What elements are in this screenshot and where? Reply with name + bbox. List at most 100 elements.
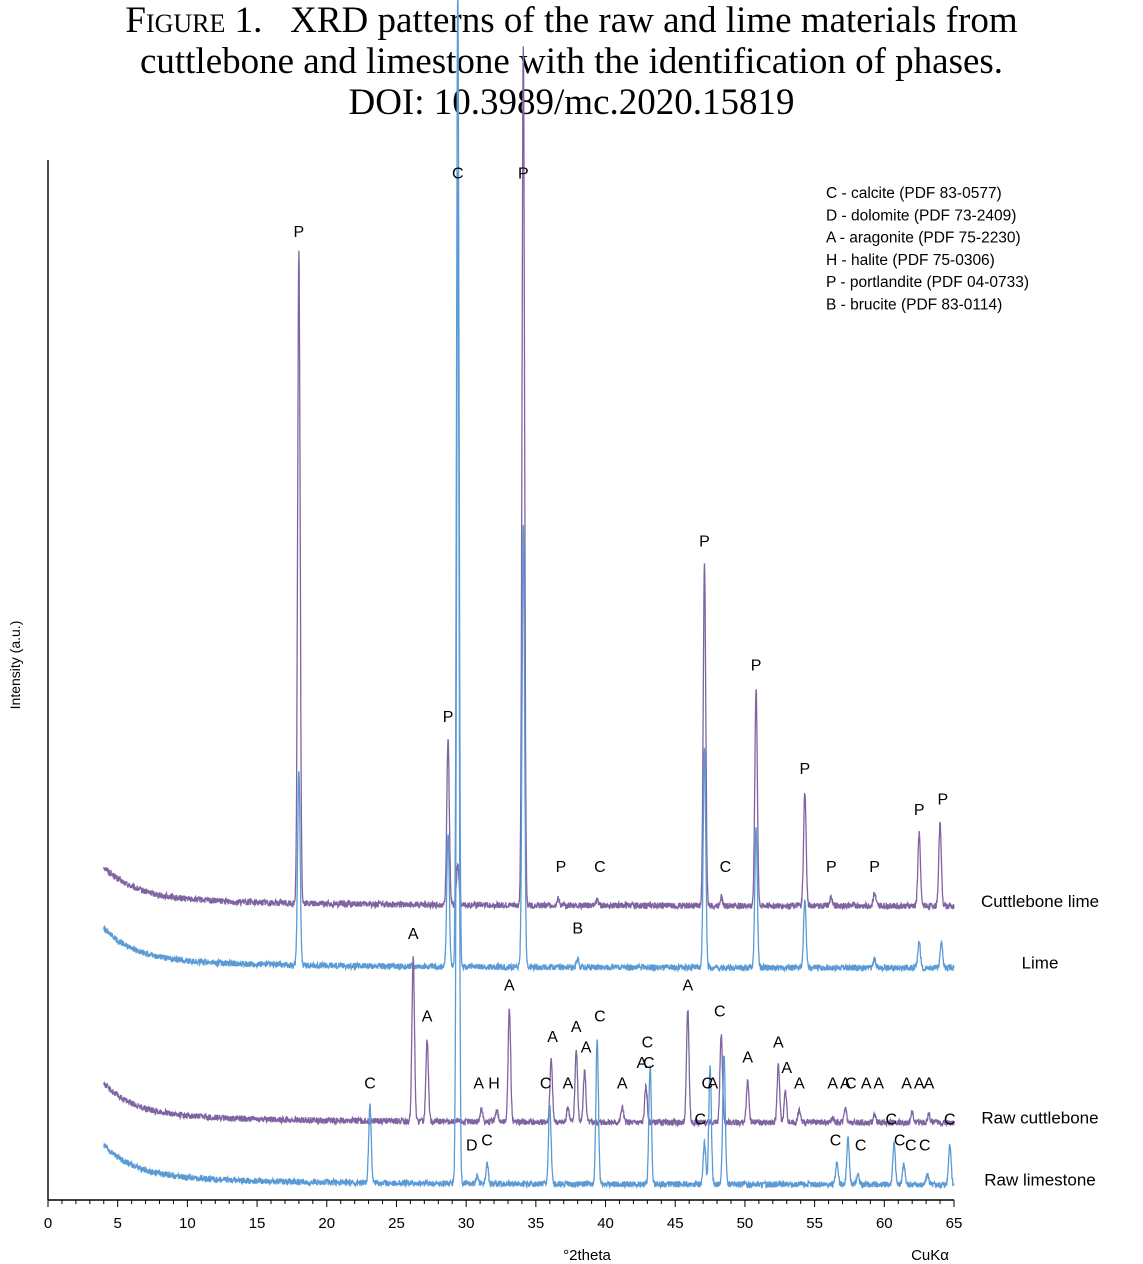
legend-entry: H - halite (PDF 75-0306) [826, 252, 995, 269]
x-tick-label: 10 [179, 1215, 196, 1232]
peak-label: A [840, 1076, 851, 1093]
x-tick-label: 15 [249, 1215, 266, 1232]
x-axis-label: °2theta [563, 1247, 611, 1264]
peak-label: A [827, 1076, 838, 1093]
legend-entry: A - aragonite (PDF 75-2230) [826, 230, 1021, 247]
peak-label: A [781, 1060, 792, 1077]
peak-label: A [708, 1076, 719, 1093]
peak-label: C [642, 1034, 654, 1051]
x-tick-label: 25 [388, 1215, 405, 1232]
peak-label: C [720, 859, 732, 876]
peak-label: A [682, 978, 693, 995]
peak-label: P [869, 859, 880, 876]
peak-label: A [581, 1039, 592, 1056]
legend-entry: P - portlandite (PDF 04-0733) [826, 274, 1029, 291]
peak-label: C [364, 1076, 376, 1093]
peak-label: A [504, 978, 515, 995]
peak-label: C [702, 1076, 714, 1093]
x-tick-label: 50 [737, 1215, 754, 1232]
legend-entry: B - brucite (PDF 83-0114) [826, 297, 1002, 314]
series-name: Raw cuttlebone [981, 1108, 1098, 1127]
peak-label: A [408, 926, 419, 943]
peak-label: A [742, 1050, 753, 1067]
peak-label: A [422, 1008, 433, 1025]
peak-label: P [800, 761, 811, 778]
peak-label: C [830, 1132, 842, 1149]
series-lines [103, 0, 955, 1190]
peak-label: P [938, 792, 949, 809]
series-line [103, 171, 955, 1190]
x-tick-label: 40 [597, 1215, 614, 1232]
peak-label: C [919, 1137, 931, 1154]
figure-caption: Figure 1. XRD patterns of the raw and li… [0, 0, 1143, 123]
peak-label: C [643, 1055, 655, 1072]
x-tick-label: 60 [876, 1215, 893, 1232]
x-tick-label: 45 [667, 1215, 684, 1232]
peak-label: D [466, 1137, 478, 1154]
axes: 0 5 10 15 20 25 30 35 40 45 50 55 60 65 °2theta CuKα Int… [7, 160, 962, 1264]
peak-label: P [826, 859, 837, 876]
peak-label: C [594, 859, 606, 876]
x-tick-label: 20 [318, 1215, 335, 1232]
peak-label: A [547, 1029, 558, 1046]
peak-label: A [873, 1076, 884, 1093]
x-axis-unit: CuKα [911, 1247, 949, 1264]
peak-label: P [699, 534, 710, 551]
caption-line-2: cuttlebone and limestone with the identi… [139, 41, 1004, 82]
peak-label: C [944, 1112, 956, 1129]
series-name: Cuttlebone lime [981, 892, 1099, 911]
peak-label: C [905, 1137, 917, 1154]
legend: C - calcite (PDF 83-0577) D - dolomite (P… [826, 185, 1029, 314]
peak-label: A [571, 1019, 582, 1036]
peak-label: A [473, 1076, 484, 1093]
x-tick-label: 0 [44, 1215, 52, 1232]
x-tick-label: 35 [528, 1215, 545, 1232]
peak-label: A [924, 1076, 935, 1093]
caption-line-1: Figure 1. XRD patterns of the raw and li… [0, 0, 1143, 41]
peak-label: A [901, 1076, 912, 1093]
legend-entry: C - calcite (PDF 83-0577) [826, 185, 1002, 202]
peak-label: P [751, 658, 762, 675]
x-tick-label: 55 [806, 1215, 823, 1232]
x-tick-label: 30 [458, 1215, 475, 1232]
peak-label: P [914, 802, 925, 819]
peak-label: A [773, 1034, 784, 1051]
caption-doi: DOI: 10.3989/mc.2020.15819 [348, 82, 795, 123]
peak-label: C [894, 1132, 906, 1149]
y-axis-label: Intensity (a.u.) [7, 621, 23, 710]
peak-label: A [914, 1076, 925, 1093]
peak-label: P [443, 709, 454, 726]
legend-entry: D - dolomite (PDF 73-2409) [826, 207, 1016, 224]
x-tick-label: 5 [114, 1215, 122, 1232]
peak-label: P [556, 859, 567, 876]
peak-label: C [540, 1076, 552, 1093]
figure-label: Figure 1. [125, 0, 263, 41]
series-name: Raw limestone [984, 1170, 1096, 1189]
peak-label: A [617, 1076, 628, 1093]
peak-label: C [885, 1112, 897, 1129]
peak-label: P [294, 224, 305, 241]
series-name: Lime [1022, 954, 1059, 973]
peak-label: H [488, 1076, 500, 1093]
series-line [103, 46, 955, 911]
peak-label: C [594, 1008, 606, 1025]
caption-text-1: XRD patterns of the raw and lime materia… [290, 0, 1018, 41]
peak-label: P [518, 165, 529, 182]
peak-label: A [861, 1076, 872, 1093]
peak-label: C [452, 165, 464, 182]
peak-label: C [695, 1112, 707, 1129]
peak-label: C [845, 1076, 857, 1093]
peak-label: B [572, 921, 583, 938]
peak-label: C [714, 1003, 726, 1020]
peak-label: A [794, 1076, 805, 1093]
series-line [103, 956, 955, 1128]
series-names: Cuttlebone lime Lime Raw cuttlebone Raw lim… [981, 892, 1099, 1190]
peak-label: C [855, 1137, 867, 1154]
peak-label: C [481, 1132, 493, 1149]
x-tick-label: 65 [946, 1215, 963, 1232]
peak-label: A [563, 1076, 574, 1093]
series-line [103, 0, 955, 973]
peak-label: A [636, 1055, 647, 1072]
